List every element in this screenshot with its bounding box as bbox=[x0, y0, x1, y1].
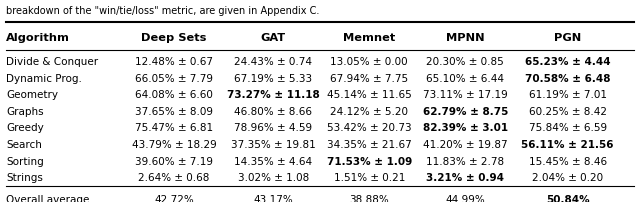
Text: 43.17%: 43.17% bbox=[253, 194, 293, 202]
Text: 71.53% ± 1.09: 71.53% ± 1.09 bbox=[326, 156, 412, 166]
Text: 3.21% ± 0.94: 3.21% ± 0.94 bbox=[426, 173, 504, 183]
Text: 1.51% ± 0.21: 1.51% ± 0.21 bbox=[333, 173, 405, 183]
Text: 13.05% ± 0.00: 13.05% ± 0.00 bbox=[330, 57, 408, 67]
Text: Deep Sets: Deep Sets bbox=[141, 32, 207, 42]
Text: 66.05% ± 7.79: 66.05% ± 7.79 bbox=[135, 73, 213, 83]
Text: 53.42% ± 20.73: 53.42% ± 20.73 bbox=[327, 123, 412, 133]
Text: Algorithm: Algorithm bbox=[6, 32, 70, 42]
Text: Divide & Conquer: Divide & Conquer bbox=[6, 57, 99, 67]
Text: 67.94% ± 7.75: 67.94% ± 7.75 bbox=[330, 73, 408, 83]
Text: 45.14% ± 11.65: 45.14% ± 11.65 bbox=[327, 90, 412, 100]
Text: 2.64% ± 0.68: 2.64% ± 0.68 bbox=[138, 173, 210, 183]
Text: 73.11% ± 17.19: 73.11% ± 17.19 bbox=[423, 90, 508, 100]
Text: 14.35% ± 4.64: 14.35% ± 4.64 bbox=[234, 156, 312, 166]
Text: Graphs: Graphs bbox=[6, 106, 44, 116]
Text: 37.35% ± 19.81: 37.35% ± 19.81 bbox=[231, 139, 316, 149]
Text: 65.10% ± 6.44: 65.10% ± 6.44 bbox=[426, 73, 504, 83]
Text: Search: Search bbox=[6, 139, 42, 149]
Text: 43.79% ± 18.29: 43.79% ± 18.29 bbox=[132, 139, 216, 149]
Text: Geometry: Geometry bbox=[6, 90, 58, 100]
Text: GAT: GAT bbox=[260, 32, 286, 42]
Text: 41.20% ± 19.87: 41.20% ± 19.87 bbox=[423, 139, 508, 149]
Text: 56.11% ± 21.56: 56.11% ± 21.56 bbox=[522, 139, 614, 149]
Text: 70.58% ± 6.48: 70.58% ± 6.48 bbox=[525, 73, 611, 83]
Text: 3.02% ± 1.08: 3.02% ± 1.08 bbox=[237, 173, 309, 183]
Text: 46.80% ± 8.66: 46.80% ± 8.66 bbox=[234, 106, 312, 116]
Text: 34.35% ± 21.67: 34.35% ± 21.67 bbox=[327, 139, 412, 149]
Text: Overall average: Overall average bbox=[6, 194, 90, 202]
Text: 78.96% ± 4.59: 78.96% ± 4.59 bbox=[234, 123, 312, 133]
Text: 61.19% ± 7.01: 61.19% ± 7.01 bbox=[529, 90, 607, 100]
Text: 75.47% ± 6.81: 75.47% ± 6.81 bbox=[135, 123, 213, 133]
Text: 24.43% ± 0.74: 24.43% ± 0.74 bbox=[234, 57, 312, 67]
Text: 67.19% ± 5.33: 67.19% ± 5.33 bbox=[234, 73, 312, 83]
Text: 75.84% ± 6.59: 75.84% ± 6.59 bbox=[529, 123, 607, 133]
Text: Greedy: Greedy bbox=[6, 123, 44, 133]
Text: 44.99%: 44.99% bbox=[445, 194, 485, 202]
Text: 60.25% ± 8.42: 60.25% ± 8.42 bbox=[529, 106, 607, 116]
Text: MPNN: MPNN bbox=[446, 32, 484, 42]
Text: 42.72%: 42.72% bbox=[154, 194, 194, 202]
Text: 50.84%: 50.84% bbox=[546, 194, 589, 202]
Text: 2.04% ± 0.20: 2.04% ± 0.20 bbox=[532, 173, 604, 183]
Text: 37.65% ± 8.09: 37.65% ± 8.09 bbox=[135, 106, 213, 116]
Text: 64.08% ± 6.60: 64.08% ± 6.60 bbox=[135, 90, 213, 100]
Text: breakdown of the "win/tie/loss" metric, are given in Appendix C.: breakdown of the "win/tie/loss" metric, … bbox=[6, 6, 320, 16]
Text: Dynamic Prog.: Dynamic Prog. bbox=[6, 73, 83, 83]
Text: 62.79% ± 8.75: 62.79% ± 8.75 bbox=[422, 106, 508, 116]
Text: Strings: Strings bbox=[6, 173, 44, 183]
Text: 15.45% ± 8.46: 15.45% ± 8.46 bbox=[529, 156, 607, 166]
Text: 65.23% ± 4.44: 65.23% ± 4.44 bbox=[525, 57, 611, 67]
Text: 39.60% ± 7.19: 39.60% ± 7.19 bbox=[135, 156, 213, 166]
Text: 73.27% ± 11.18: 73.27% ± 11.18 bbox=[227, 90, 319, 100]
Text: 24.12% ± 5.20: 24.12% ± 5.20 bbox=[330, 106, 408, 116]
Text: 38.88%: 38.88% bbox=[349, 194, 389, 202]
Text: Memnet: Memnet bbox=[343, 32, 396, 42]
Text: 11.83% ± 2.78: 11.83% ± 2.78 bbox=[426, 156, 504, 166]
Text: PGN: PGN bbox=[554, 32, 581, 42]
Text: 12.48% ± 0.67: 12.48% ± 0.67 bbox=[135, 57, 213, 67]
Text: 82.39% ± 3.01: 82.39% ± 3.01 bbox=[422, 123, 508, 133]
Text: Sorting: Sorting bbox=[6, 156, 44, 166]
Text: 20.30% ± 0.85: 20.30% ± 0.85 bbox=[426, 57, 504, 67]
